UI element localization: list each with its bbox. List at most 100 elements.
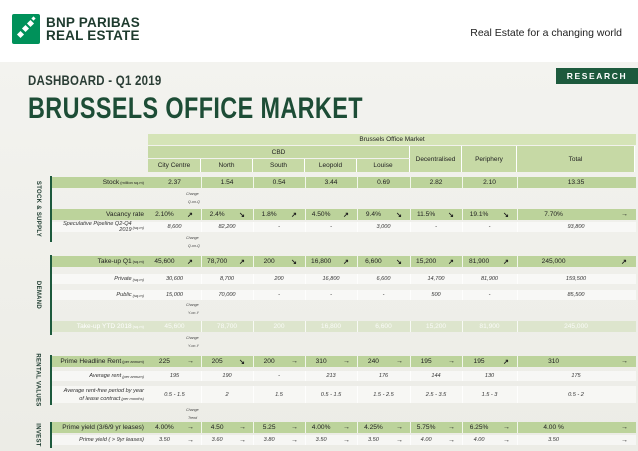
table-cell: 4.00% — [311, 424, 331, 431]
column-divider — [253, 435, 254, 445]
trend-arrow-icon: → — [396, 424, 403, 431]
table-cell: 15,000 — [165, 292, 184, 298]
row-private — [52, 274, 636, 284]
trend-arrow-icon: → — [187, 424, 194, 431]
column-divider — [305, 371, 306, 381]
column-divider — [462, 321, 463, 332]
table-cell: 7.70% — [544, 211, 563, 218]
trend-arrow-icon: ↗ — [343, 211, 349, 219]
table-cell: 1.8% — [261, 211, 277, 218]
row-label-text: Stock — [102, 179, 120, 186]
research-badge: RESEARCH — [556, 68, 638, 84]
table-cell: - — [278, 373, 280, 379]
column-divider — [517, 274, 518, 284]
column-divider — [410, 209, 411, 220]
column-divider — [201, 274, 202, 284]
row-prime_yield — [52, 422, 636, 433]
column-divider — [517, 177, 518, 188]
table-cell: - — [330, 292, 332, 298]
row-stock — [52, 177, 636, 188]
row-label-text: Take-up YTD 2018 — [76, 323, 132, 330]
trend-arrow-icon: ↘ — [503, 211, 509, 219]
row-takeup_ytd — [52, 321, 636, 332]
column-divider — [410, 435, 411, 445]
table-cell: 0.5 - 1.5 — [164, 391, 185, 398]
column-divider — [201, 371, 202, 381]
trend-arrow-icon: → — [343, 424, 350, 431]
column-divider — [357, 222, 358, 232]
column-divider — [517, 222, 518, 232]
trend-arrow-icon: → — [291, 424, 298, 431]
logo-line-2: REAL ESTATE — [46, 28, 140, 43]
table-cell: 81,900 — [468, 258, 490, 265]
section-divider — [50, 355, 52, 405]
row-label-takeup: Take-up Q1 (sq.m) — [52, 256, 148, 267]
row-label-text: Average rent — [89, 373, 122, 379]
table-cell: - — [435, 224, 437, 230]
row-rent_free — [52, 386, 636, 403]
column-divider — [462, 356, 463, 367]
column-divider — [357, 371, 358, 381]
logo-wordmark: BNP PARIBAS REAL ESTATE — [46, 16, 140, 43]
period-label: Y-on-Y — [188, 344, 199, 348]
trend-arrow-icon: → — [396, 436, 403, 444]
column-divider — [253, 290, 254, 300]
row-label-private: Private (sq.m) — [52, 274, 148, 284]
column-divider — [253, 321, 254, 332]
table-cell: 1.5 - 2.5 — [373, 391, 394, 398]
table-cell: 16,800 — [322, 276, 340, 282]
page-header: BNP PARIBAS REAL ESTATE Real Estate for … — [0, 0, 638, 62]
table-cell: 176 — [378, 373, 389, 379]
table-cell: 85,500 — [567, 292, 585, 298]
row-label-text: Take-up Q1 — [97, 258, 132, 265]
table-cell: 4.00% — [155, 424, 174, 431]
table-cell: 245,000 — [541, 258, 566, 265]
table-cell: 93,800 — [567, 224, 585, 230]
column-divider — [253, 222, 254, 232]
trend-arrow-icon: ↗ — [448, 258, 454, 266]
period-label: Q-on-Q — [188, 244, 200, 248]
section-demand: DEMAND — [28, 255, 48, 335]
column-header: Louise — [357, 159, 410, 172]
column-divider — [201, 177, 202, 188]
table-cell: 8,700 — [220, 276, 234, 282]
table-cell: 6,600 — [365, 258, 382, 265]
table-cell: 3,000 — [376, 224, 391, 230]
table-cell: 82,200 — [218, 224, 236, 230]
table-cell: 15,200 — [416, 258, 437, 265]
trend-arrow-icon: ↗ — [239, 258, 245, 266]
trend-arrow-icon: → — [343, 358, 350, 365]
table-cell: 2.5 - 3.5 — [425, 391, 447, 398]
dashboard-subtitle: DASHBOARD - Q1 2019 — [28, 72, 162, 88]
column-divider — [357, 290, 358, 300]
table-cell: 5.25 — [262, 424, 276, 431]
trend-arrow-icon: → — [187, 436, 194, 444]
column-divider — [305, 209, 306, 220]
trend-arrow-icon: ↗ — [621, 258, 627, 266]
trend-arrow-icon: ↗ — [187, 258, 193, 266]
row-label-text: Prime yield (3/6/9 yr leases) — [62, 424, 144, 431]
trend-arrow-icon: → — [239, 436, 246, 444]
table-cell: 14,700 — [427, 276, 445, 282]
column-divider — [462, 290, 463, 300]
row-label-public: Public (sq.m) — [52, 290, 148, 300]
trend-arrow-icon: ↘ — [239, 358, 245, 366]
table-cell: 3.80 — [263, 437, 275, 443]
section-stock-supply: STOCK & SUPPLY — [28, 176, 48, 242]
column-divider — [462, 222, 463, 232]
table-cell: 200 — [274, 276, 284, 282]
table-cell: 15,200 — [425, 323, 447, 330]
table-cell: 2.10% — [155, 211, 174, 218]
table-cell: 5.75% — [416, 424, 436, 431]
table-cell: 9.4% — [365, 211, 381, 218]
row-label-line: of lease contract(per months) — [79, 395, 144, 403]
column-divider — [253, 256, 254, 267]
column-divider — [410, 274, 411, 284]
table-cell: 2.4% — [209, 211, 225, 218]
table-cell: 78,700 — [207, 258, 228, 265]
column-divider — [305, 321, 306, 332]
column-header: North — [201, 159, 253, 172]
row-pipeline — [52, 222, 636, 232]
column-divider — [410, 290, 411, 300]
column-divider — [357, 177, 358, 188]
